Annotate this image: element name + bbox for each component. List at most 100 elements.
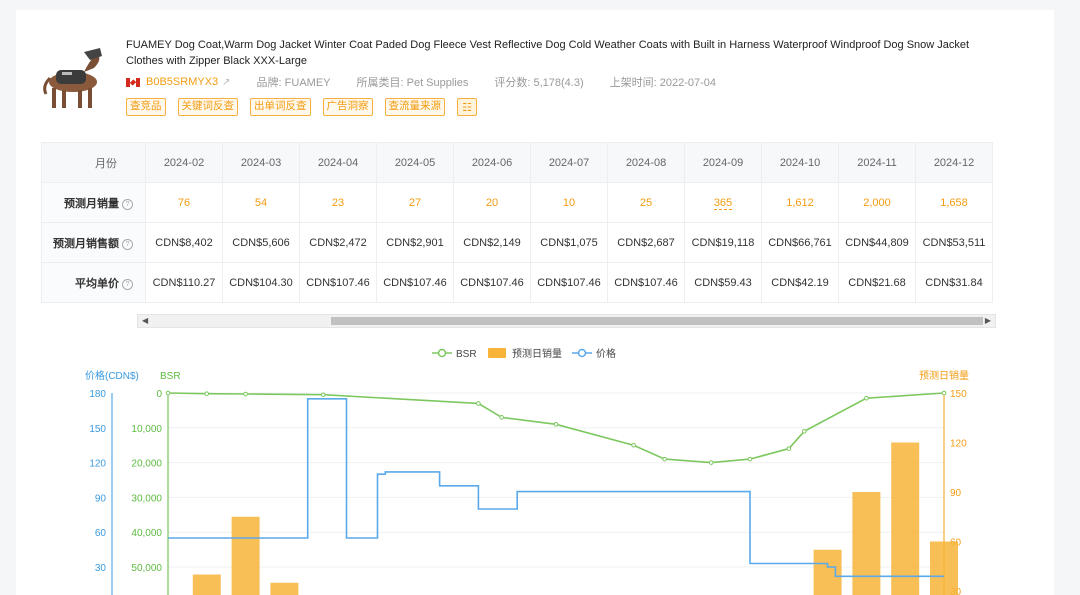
bsr-point bbox=[864, 395, 869, 401]
monthly-sales-table: 月份 2024-02 2024-03 2024-04 2024-05 2024-… bbox=[41, 142, 993, 303]
month-cell: 2024-10 bbox=[761, 142, 839, 183]
revenue-row-label: 预测月销售额? bbox=[41, 222, 146, 263]
revenue-cell: CDN$44,809 bbox=[838, 222, 916, 263]
legend-swatch-sales bbox=[488, 348, 506, 358]
brand-text: 品牌: FUAMEY bbox=[256, 77, 331, 89]
sales-tick-label: 150 bbox=[950, 389, 967, 400]
revenue-cell: CDN$1,075 bbox=[530, 222, 608, 263]
price-axis-title: 价格(CDN$) bbox=[85, 369, 139, 382]
units-cell: 76 bbox=[145, 182, 223, 223]
revenue-label: 预测月销售额 bbox=[53, 237, 119, 250]
bsr-point bbox=[320, 392, 326, 398]
month-cell: 2024-06 bbox=[453, 142, 531, 183]
revenue-cell: CDN$2,687 bbox=[607, 222, 685, 263]
bsr-point bbox=[499, 415, 504, 420]
month-cell: 2024-02 bbox=[145, 142, 223, 183]
price-cell: CDN$31.84 bbox=[915, 262, 993, 303]
legend-swatch-dot bbox=[437, 348, 447, 358]
units-cell: 1,658 bbox=[915, 182, 993, 223]
revenue-cell: CDN$53,511 bbox=[915, 222, 993, 263]
legend-label: 价格 bbox=[596, 347, 616, 360]
price-row-label: 平均单价? bbox=[41, 262, 146, 303]
calculator-icon[interactable]: ☷ bbox=[457, 98, 477, 116]
traffic-source-button[interactable]: 查流量来源 bbox=[384, 98, 445, 116]
units-cell: 1,612 bbox=[761, 182, 839, 223]
sales-axis-title: 预测日销量 bbox=[919, 369, 969, 382]
sales-bar bbox=[231, 516, 260, 595]
month-cell: 2024-12 bbox=[915, 142, 993, 183]
table-row: 预测月销售额? CDN$8,402 CDN$5,606 CDN$2,472 CD… bbox=[41, 222, 993, 263]
bsr-point bbox=[802, 428, 807, 434]
price-cell: CDN$104.30 bbox=[222, 262, 300, 303]
scroll-right-arrow-icon[interactable]: ▶ bbox=[984, 316, 991, 325]
bsr-tick-label: 20,000 bbox=[131, 459, 162, 470]
bsr-axis-title: BSR bbox=[160, 371, 181, 382]
product-thumbnail[interactable] bbox=[40, 42, 106, 112]
bsr-tick-label: 40,000 bbox=[131, 528, 162, 539]
sales-bar bbox=[270, 582, 299, 595]
help-icon[interactable]: ? bbox=[122, 198, 133, 210]
month-cell: 2024-03 bbox=[222, 142, 300, 183]
sales-bar bbox=[813, 549, 842, 595]
scrollbar-thumb[interactable] bbox=[331, 317, 983, 325]
bsr-point bbox=[165, 390, 171, 396]
external-link-icon[interactable]: ↗ bbox=[222, 76, 231, 88]
units-cell: 10 bbox=[530, 182, 608, 223]
order-keyword-reverse-button[interactable]: 出单词反查 bbox=[250, 98, 311, 116]
sales-tick-label: 90 bbox=[950, 488, 962, 499]
table-header-row: 月份 2024-02 2024-03 2024-04 2024-05 2024-… bbox=[41, 142, 993, 183]
table-row: 平均单价? CDN$110.27 CDN$104.30 CDN$107.46 C… bbox=[41, 262, 993, 303]
price-cell: CDN$107.46 bbox=[530, 262, 608, 303]
bsr-tick-label: 30,000 bbox=[131, 493, 162, 504]
units-value[interactable]: 365 bbox=[713, 196, 733, 210]
month-cell: 2024-07 bbox=[530, 142, 608, 183]
price-cell: CDN$107.46 bbox=[453, 262, 531, 303]
units-cell: 2,000 bbox=[838, 182, 916, 223]
revenue-cell: CDN$5,606 bbox=[222, 222, 300, 263]
bsr-point bbox=[747, 456, 753, 462]
price-cell: CDN$107.46 bbox=[299, 262, 377, 303]
price-tick-label: 150 bbox=[89, 424, 106, 435]
month-cell: 2024-05 bbox=[376, 142, 454, 183]
product-title[interactable]: FUAMEY Dog Coat,Warm Dog Jacket Winter C… bbox=[126, 39, 970, 67]
sales-bar bbox=[192, 574, 221, 595]
bsr-tick-label: 50,000 bbox=[131, 563, 162, 574]
bsr-point bbox=[631, 442, 636, 448]
sales-bar bbox=[891, 442, 920, 595]
find-competitors-button[interactable]: 查竞品 bbox=[126, 98, 166, 116]
units-cell: 20 bbox=[453, 182, 531, 223]
action-bar: 查竞品 关键词反查 出单词反查 广告洞察 查流量来源 ☷ bbox=[126, 98, 477, 116]
price-label: 平均单价 bbox=[75, 277, 119, 290]
bsr-point bbox=[662, 456, 667, 462]
month-cell: 2024-04 bbox=[299, 142, 377, 183]
bsr-tick-label: 0 bbox=[156, 389, 162, 400]
help-icon[interactable]: ? bbox=[122, 238, 133, 250]
price-cell: CDN$59.43 bbox=[684, 262, 762, 303]
keyword-reverse-button[interactable]: 关键词反查 bbox=[177, 98, 238, 116]
price-line bbox=[168, 398, 944, 578]
bsr-point bbox=[243, 391, 248, 397]
price-tick-label: 30 bbox=[95, 563, 107, 574]
ad-insight-button[interactable]: 广告洞察 bbox=[322, 98, 373, 116]
legend-label: 预测日销量 bbox=[512, 347, 562, 360]
category-text: 所属类目: Pet Supplies bbox=[356, 77, 469, 89]
help-icon[interactable]: ? bbox=[122, 278, 133, 290]
sales-bar bbox=[930, 541, 958, 595]
revenue-cell: CDN$66,761 bbox=[761, 222, 839, 263]
price-cell: CDN$42.19 bbox=[761, 262, 839, 303]
price-tick-label: 90 bbox=[95, 493, 107, 504]
month-cell: 2024-11 bbox=[838, 142, 916, 183]
product-meta: B0B5SRMYX3 ↗ 品牌: FUAMEY 所属类目: Pet Suppli… bbox=[126, 74, 742, 90]
sales-tick-label: 120 bbox=[950, 439, 967, 450]
table-horizontal-scrollbar[interactable]: ◀ ▶ bbox=[137, 314, 996, 328]
units-cell[interactable]: 365 bbox=[684, 182, 762, 223]
revenue-cell: CDN$19,118 bbox=[684, 222, 762, 263]
month-header: 月份 bbox=[41, 142, 146, 183]
bsr-point bbox=[786, 446, 792, 451]
price-cell: CDN$107.46 bbox=[376, 262, 454, 303]
price-tick-label: 180 bbox=[89, 389, 106, 400]
scroll-left-arrow-icon[interactable]: ◀ bbox=[142, 316, 149, 325]
asin-link[interactable]: B0B5SRMYX3 bbox=[146, 76, 219, 88]
units-label: 预测月销量 bbox=[64, 197, 119, 210]
revenue-cell: CDN$2,472 bbox=[299, 222, 377, 263]
